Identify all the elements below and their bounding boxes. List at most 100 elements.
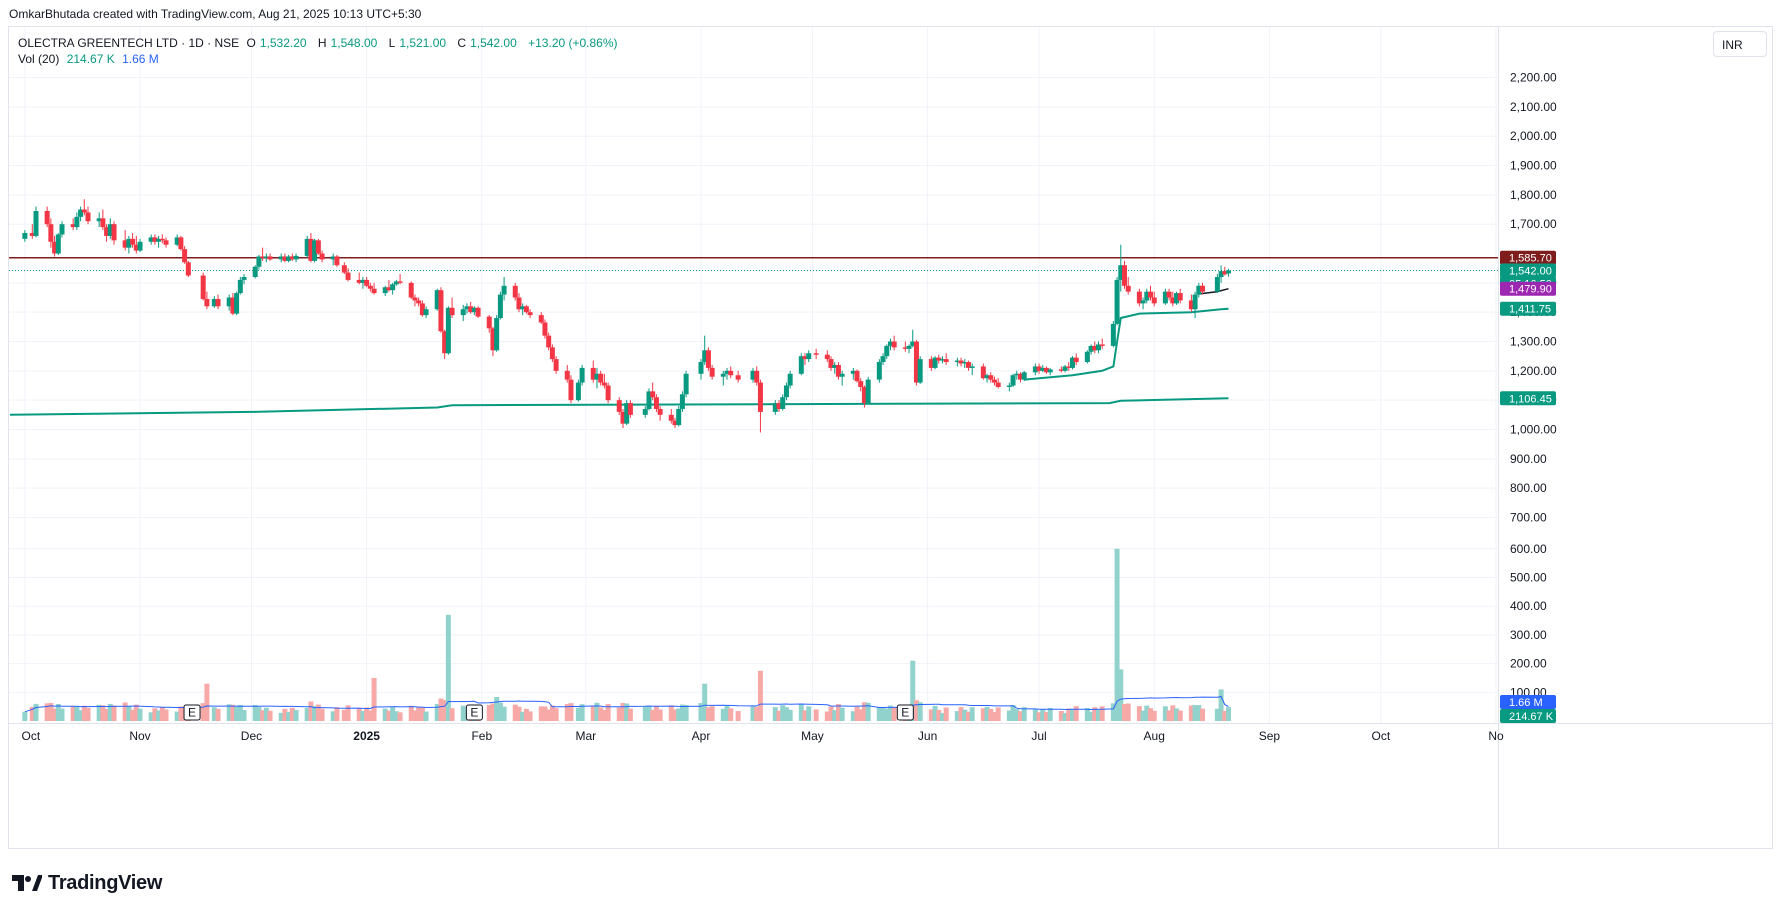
candle-body: [1069, 357, 1075, 368]
candle-body: [174, 237, 180, 245]
candle-body: [627, 403, 633, 415]
volume-bar: [33, 703, 39, 721]
price-axis-label: 2,100.00: [1510, 100, 1557, 114]
candle: [434, 288, 440, 311]
candle: [1021, 370, 1027, 382]
volume-bar: [423, 711, 429, 721]
volume-bar: [1014, 709, 1020, 721]
candle: [527, 309, 533, 319]
candle-body: [263, 256, 269, 258]
time-axis-label: No: [1488, 729, 1504, 743]
ohlc-row: OLECTRA GREENTECH LTD · 1D · NSE O 1,532.…: [18, 35, 622, 51]
volume-bar: [252, 704, 258, 721]
volume-bar: [546, 709, 552, 721]
volume-bar: [813, 709, 819, 721]
candle: [234, 291, 240, 316]
time-axis-label: Apr: [692, 729, 711, 743]
candle: [936, 354, 942, 364]
candle: [371, 282, 377, 295]
volume-bar: [995, 707, 1001, 721]
time-axis-label: 2025: [353, 729, 380, 743]
candle: [520, 303, 526, 316]
candle-body: [382, 287, 388, 294]
candle: [668, 408, 674, 424]
volume-bar: [757, 670, 763, 721]
candle: [29, 224, 35, 239]
volume-bar: [824, 711, 830, 721]
candle: [542, 319, 548, 339]
candle: [1144, 288, 1150, 304]
earnings-marker[interactable]: E: [465, 704, 483, 721]
candle-body: [679, 394, 685, 409]
volume-bar: [267, 710, 273, 721]
earnings-marker[interactable]: E: [183, 704, 201, 721]
candle: [475, 306, 481, 319]
volume-bar: [1073, 706, 1079, 721]
candle: [1174, 291, 1180, 305]
candle-body: [1192, 294, 1198, 310]
candle: [839, 370, 845, 386]
candle: [642, 406, 648, 418]
currency-button[interactable]: INR: [1713, 31, 1767, 57]
candle: [74, 212, 80, 231]
candle-body: [728, 370, 734, 376]
candle-body: [564, 370, 570, 380]
candle-body: [185, 262, 191, 276]
candle: [624, 400, 630, 426]
volume-bar: [360, 710, 366, 721]
volume-bar: [286, 711, 292, 721]
candle-body: [122, 240, 128, 248]
volume-bar: [44, 703, 50, 721]
candle: [304, 235, 310, 258]
volume-bar: [1006, 710, 1012, 721]
candle: [490, 326, 496, 357]
candle: [679, 391, 685, 412]
earnings-marker[interactable]: E: [896, 704, 914, 721]
candle: [163, 237, 169, 248]
time-axis-label: Jul: [1031, 729, 1046, 743]
volume-bar: [260, 710, 266, 721]
volume-title[interactable]: Vol (20): [18, 52, 60, 66]
candle: [538, 312, 544, 324]
candle-body: [241, 276, 247, 280]
short-ma-line: [1024, 307, 1229, 381]
candle-body: [1084, 351, 1090, 363]
candle: [85, 206, 91, 225]
candle-body: [390, 284, 396, 291]
volume-bar: [393, 711, 399, 721]
candle: [341, 262, 347, 275]
candle-body: [330, 256, 336, 260]
price-marker-box: [1500, 391, 1556, 406]
price-marker-box: [1500, 281, 1556, 296]
candle-body: [943, 359, 949, 363]
volume-row: Vol (20) 214.67 K 1.66 M: [18, 51, 622, 67]
candle: [137, 238, 143, 253]
candle: [449, 297, 455, 319]
volume-bar: [650, 709, 656, 721]
candle: [594, 367, 600, 389]
candle: [486, 315, 492, 333]
candle: [319, 250, 325, 263]
candle-body: [367, 285, 373, 289]
volume-bar: [1170, 705, 1176, 721]
symbol-title[interactable]: OLECTRA GREENTECH LTD · 1D · NSE: [18, 36, 240, 50]
candle-body: [130, 238, 136, 245]
volume-bar: [702, 683, 708, 721]
candle-body: [1196, 285, 1202, 295]
volume-bar: [512, 704, 518, 721]
candle-body: [1166, 291, 1172, 298]
candle: [754, 366, 760, 386]
candle-body: [906, 345, 912, 349]
candle-body: [260, 256, 266, 258]
volume-bar: [523, 708, 529, 721]
volume-bar: [85, 707, 91, 721]
candle-body: [468, 306, 474, 313]
candle: [672, 417, 678, 429]
candle-body: [1114, 279, 1120, 324]
candle-body: [1118, 265, 1124, 280]
price-axis-label: 1,800.00: [1510, 188, 1557, 202]
volume-bar: [858, 709, 864, 721]
candle-body: [163, 240, 169, 245]
candle-body: [59, 224, 65, 235]
